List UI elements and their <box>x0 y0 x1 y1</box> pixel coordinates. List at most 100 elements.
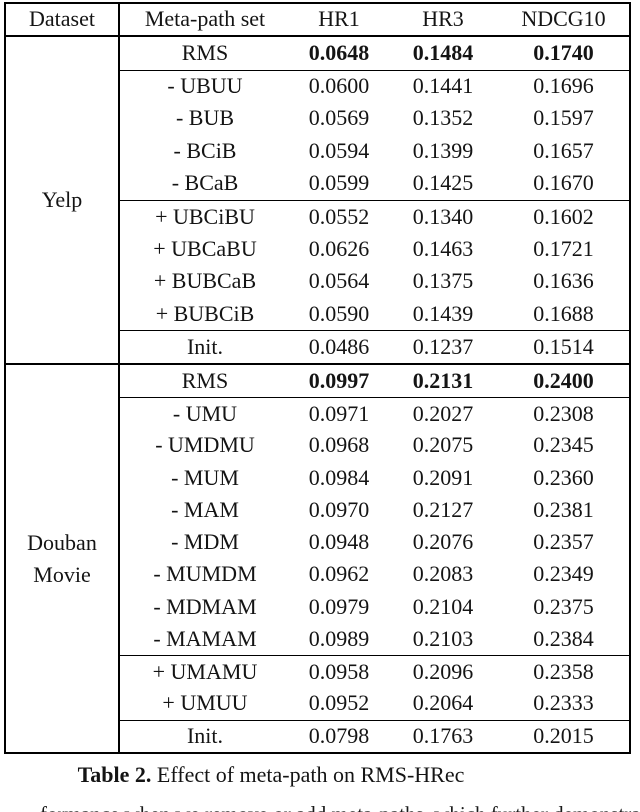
metapath-set-cell: - UMDMU <box>155 432 255 458</box>
ndcg10-value-cell: 0.2015 <box>498 719 629 752</box>
metapath-set-cell: - MAM <box>171 496 239 522</box>
ndcg10-value-cell: 0.2381 <box>533 496 594 522</box>
metapath-set-cell: - MUM <box>171 464 239 490</box>
ndcg10-value-cell: 0.2357 <box>533 529 594 555</box>
dataset-section: Douban Movie RMS 0.0997 0.2131 0.2400- UMU 0.… <box>6 363 629 752</box>
ndcg10-value-cell: 0.1696 <box>498 69 629 103</box>
ndcg10-value-cell: 0.1740 <box>533 40 594 66</box>
hr3-value-cell: 0.2131 <box>412 367 474 393</box>
hr3-value-cell: 0.1439 <box>412 300 474 326</box>
hr1-value-cell: 0.0997 <box>308 367 370 393</box>
hr3-value-cell: 0.2104 <box>412 593 474 619</box>
metapath-set-cell: Init. <box>120 719 290 752</box>
hr3-value-cell: 0.1425 <box>412 170 474 196</box>
metapath-set-cell: RMS <box>181 367 229 393</box>
column-header-hr1: HR1 <box>318 6 360 32</box>
hr1-value-cell: 0.0648 <box>308 40 370 66</box>
hr1-value-cell: 0.0958 <box>290 655 388 687</box>
column-header-ndcg10: NDCG10 <box>521 6 606 32</box>
metapath-set-cell: - MAMAM <box>153 625 257 651</box>
hr3-value-cell: 0.2075 <box>412 432 474 458</box>
table-caption-label: Table 2. <box>77 762 152 787</box>
ndcg10-value-cell: 0.1514 <box>498 330 629 363</box>
hr3-value-cell: 0.2103 <box>412 625 474 651</box>
column-header-hr3: HR3 <box>422 6 464 32</box>
table-body: Yelp RMS 0.0648 0.1484 0.1740- UBUU 0.0600 0.1… <box>6 37 629 752</box>
hr3-value-cell: 0.1352 <box>412 105 474 131</box>
ndcg10-value-cell: 0.2400 <box>533 367 594 393</box>
hr1-value-cell: 0.0968 <box>308 432 370 458</box>
ndcg10-value-cell: 0.1688 <box>533 300 594 326</box>
hr3-value-cell: 0.2091 <box>412 464 474 490</box>
hr3-value-cell: 0.1484 <box>412 40 474 66</box>
hr1-value-cell: 0.0600 <box>290 69 388 103</box>
hr1-value-cell: 0.0626 <box>308 235 370 261</box>
ndcg10-value-cell: 0.1657 <box>533 137 594 163</box>
metapath-set-cell: - MUMDM <box>153 561 257 587</box>
metapath-set-cell: - UMU <box>120 397 290 429</box>
metapath-set-cell: - MDM <box>171 529 239 555</box>
hr1-value-cell: 0.0989 <box>308 625 370 651</box>
ndcg10-value-cell: 0.2333 <box>533 690 594 716</box>
hr1-value-cell: 0.0948 <box>308 529 370 555</box>
ndcg10-value-cell: 0.2345 <box>533 432 594 458</box>
table-caption-text: Effect of meta-path on RMS-HRec <box>151 762 465 787</box>
metapath-set-cell: + BUBCaB <box>153 268 257 294</box>
hr1-value-cell: 0.0569 <box>308 105 370 131</box>
dataset-label: Yelp <box>6 37 120 363</box>
hr3-value-cell: 0.2096 <box>388 655 498 687</box>
hr3-value-cell: 0.2127 <box>412 496 474 522</box>
hr1-value-cell: 0.0552 <box>290 199 388 233</box>
ndcg10-value-cell: 0.2358 <box>498 655 629 687</box>
metapath-set-cell: - BCiB <box>173 137 237 163</box>
hr1-value-cell: 0.0952 <box>308 690 370 716</box>
hr1-value-cell: 0.0979 <box>308 593 370 619</box>
metapath-set-cell: RMS <box>181 40 229 66</box>
ndcg10-value-cell: 0.2384 <box>533 625 594 651</box>
metapath-set-cell: + BUBCiB <box>155 300 255 326</box>
ndcg10-value-cell: 0.1602 <box>498 199 629 233</box>
hr3-value-cell: 0.2076 <box>412 529 474 555</box>
metapath-set-cell: Init. <box>120 330 290 363</box>
metapath-set-cell: - BUB <box>175 105 235 131</box>
hr1-value-cell: 0.0564 <box>308 268 370 294</box>
metapath-results-table: Dataset Meta-path set HR1 HR3 NDCG10 Yel… <box>4 2 631 754</box>
metapath-set-cell: - MDMAM <box>153 593 257 619</box>
ndcg10-value-cell: 0.2349 <box>533 561 594 587</box>
ndcg10-value-cell: 0.1636 <box>533 268 594 294</box>
ndcg10-value-cell: 0.2375 <box>533 593 594 619</box>
metapath-set-cell: + UMAMU <box>120 655 290 687</box>
hr1-value-cell: 0.0962 <box>308 561 370 587</box>
hr3-value-cell: 0.2064 <box>412 690 474 716</box>
metapath-set-cell: - BCaB <box>171 170 239 196</box>
hr1-value-cell: 0.0599 <box>308 170 370 196</box>
ndcg10-value-cell: 0.2360 <box>533 464 594 490</box>
metapath-set-cell: + UBCaBU <box>153 235 257 261</box>
hr1-value-cell: 0.0971 <box>290 397 388 429</box>
column-header-metapath-set: Meta-path set <box>144 6 266 32</box>
table-caption: Table 2. Effect of meta-path on RMS-HRec <box>0 762 542 788</box>
hr3-value-cell: 0.1340 <box>388 199 498 233</box>
ndcg10-value-cell: 0.1670 <box>533 170 594 196</box>
hr3-value-cell: 0.1763 <box>388 719 498 752</box>
metapath-set-cell: + UBCiBU <box>120 199 290 233</box>
clipped-body-text-line: formance when we remove or add meta-path… <box>0 799 640 812</box>
ndcg10-value-cell: 0.1597 <box>533 105 594 131</box>
ndcg10-value-cell: 0.2308 <box>498 397 629 429</box>
hr1-value-cell: 0.0798 <box>290 719 388 752</box>
hr1-value-cell: 0.0590 <box>308 300 370 326</box>
hr3-value-cell: 0.2083 <box>412 561 474 587</box>
hr1-value-cell: 0.0984 <box>308 464 370 490</box>
hr3-value-cell: 0.1441 <box>388 69 498 103</box>
hr1-value-cell: 0.0970 <box>308 496 370 522</box>
ndcg10-value-cell: 0.1721 <box>533 235 594 261</box>
dataset-label: Douban Movie <box>6 365 120 752</box>
hr1-value-cell: 0.0486 <box>290 330 388 363</box>
metapath-set-cell: - UBUU <box>120 69 290 103</box>
hr1-value-cell: 0.0594 <box>308 137 370 163</box>
hr3-value-cell: 0.1463 <box>412 235 474 261</box>
hr3-value-cell: 0.1237 <box>388 330 498 363</box>
table-header-row: Dataset Meta-path set HR1 HR3 NDCG10 <box>6 4 629 37</box>
column-header-dataset: Dataset <box>6 4 120 35</box>
hr3-value-cell: 0.1399 <box>412 137 474 163</box>
